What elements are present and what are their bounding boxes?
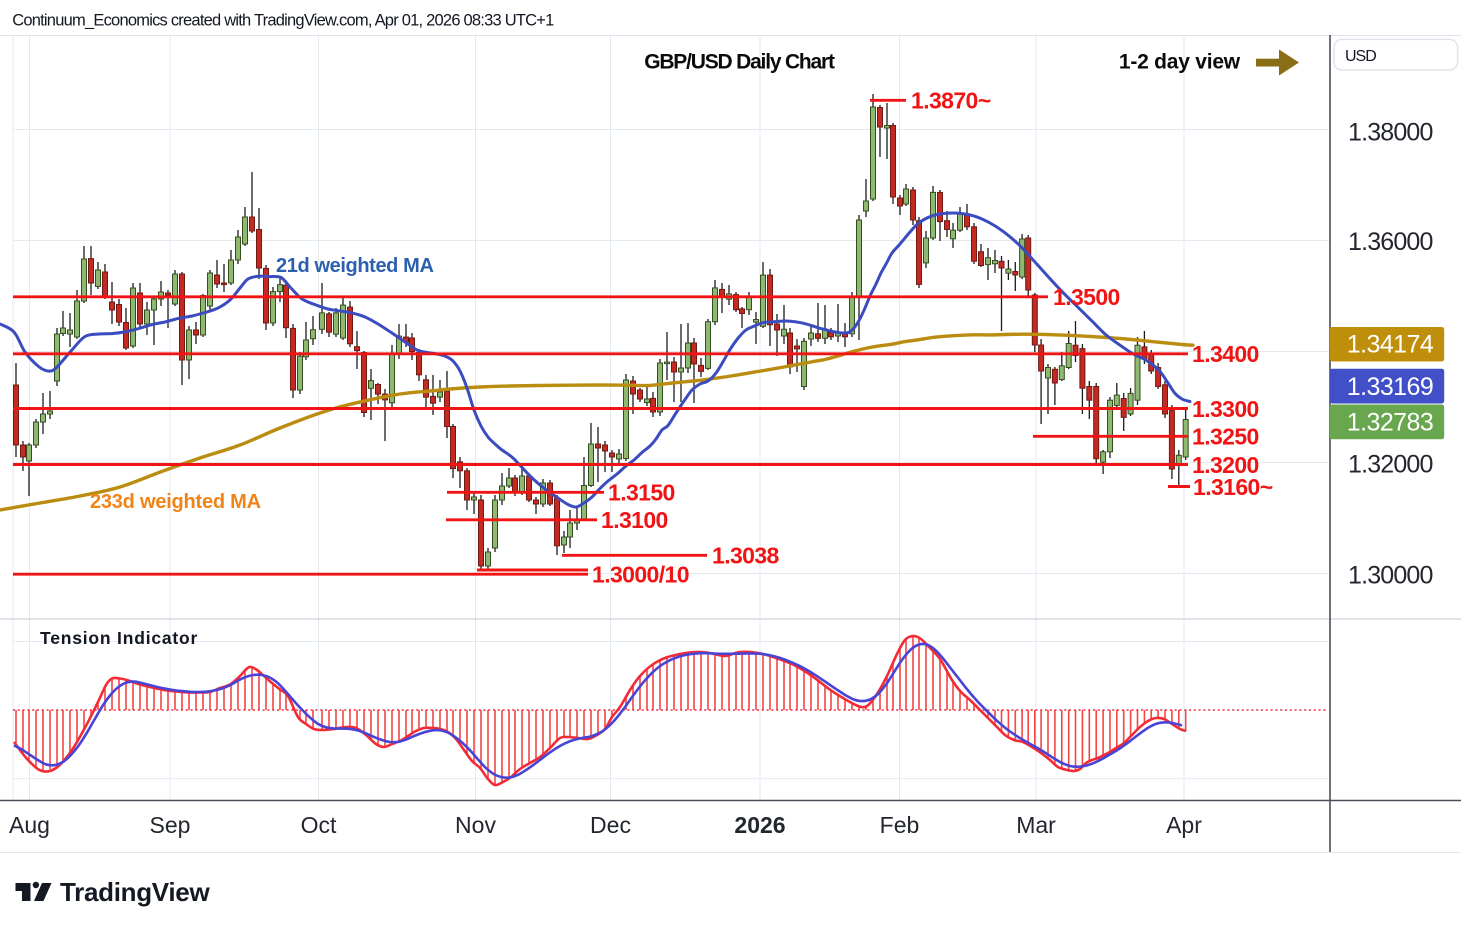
svg-text:Feb: Feb	[880, 812, 920, 838]
svg-text:1.38000: 1.38000	[1348, 118, 1433, 146]
svg-text:Dec: Dec	[590, 812, 631, 838]
svg-text:GBP/USD Daily Chart: GBP/USD Daily Chart	[644, 50, 835, 73]
svg-text:1.32783: 1.32783	[1347, 409, 1433, 437]
svg-text:Mar: Mar	[1016, 812, 1056, 838]
svg-text:Oct: Oct	[301, 812, 337, 838]
svg-text:1.3000/10: 1.3000/10	[592, 562, 689, 588]
svg-text:1.3400: 1.3400	[1192, 341, 1259, 367]
svg-text:1.3250: 1.3250	[1192, 424, 1259, 450]
svg-text:Aug: Aug	[9, 812, 50, 838]
svg-text:Apr: Apr	[1166, 812, 1202, 838]
svg-text:1.33169: 1.33169	[1347, 373, 1433, 401]
svg-text:2026: 2026	[734, 812, 785, 838]
svg-text:1.3200: 1.3200	[1192, 452, 1259, 478]
svg-text:TradingView: TradingView	[60, 877, 210, 907]
svg-text:1.3150: 1.3150	[608, 480, 675, 506]
svg-text:Tension Indicator: Tension Indicator	[40, 628, 198, 648]
svg-text:233d weighted MA: 233d weighted MA	[90, 491, 261, 513]
svg-text:1.34174: 1.34174	[1347, 331, 1434, 359]
svg-text:Continuum_Economics created wi: Continuum_Economics created with Trading…	[12, 12, 554, 30]
svg-text:21d weighted MA: 21d weighted MA	[276, 255, 434, 277]
svg-text:1.3038: 1.3038	[712, 543, 780, 569]
svg-text:USD: USD	[1345, 48, 1376, 65]
svg-text:1.3300: 1.3300	[1192, 396, 1259, 422]
svg-text:Nov: Nov	[455, 812, 496, 838]
svg-text:1.36000: 1.36000	[1348, 228, 1433, 256]
svg-text:1-2 day view: 1-2 day view	[1119, 50, 1241, 73]
svg-text:1.30000: 1.30000	[1348, 562, 1433, 590]
svg-text:1.3100: 1.3100	[601, 507, 668, 533]
svg-text:1.3500: 1.3500	[1053, 284, 1120, 310]
svg-text:1.3870~: 1.3870~	[911, 88, 991, 114]
svg-text:Sep: Sep	[150, 812, 191, 838]
svg-text:1.32000: 1.32000	[1348, 451, 1433, 479]
svg-text:1.3160~: 1.3160~	[1193, 474, 1273, 500]
